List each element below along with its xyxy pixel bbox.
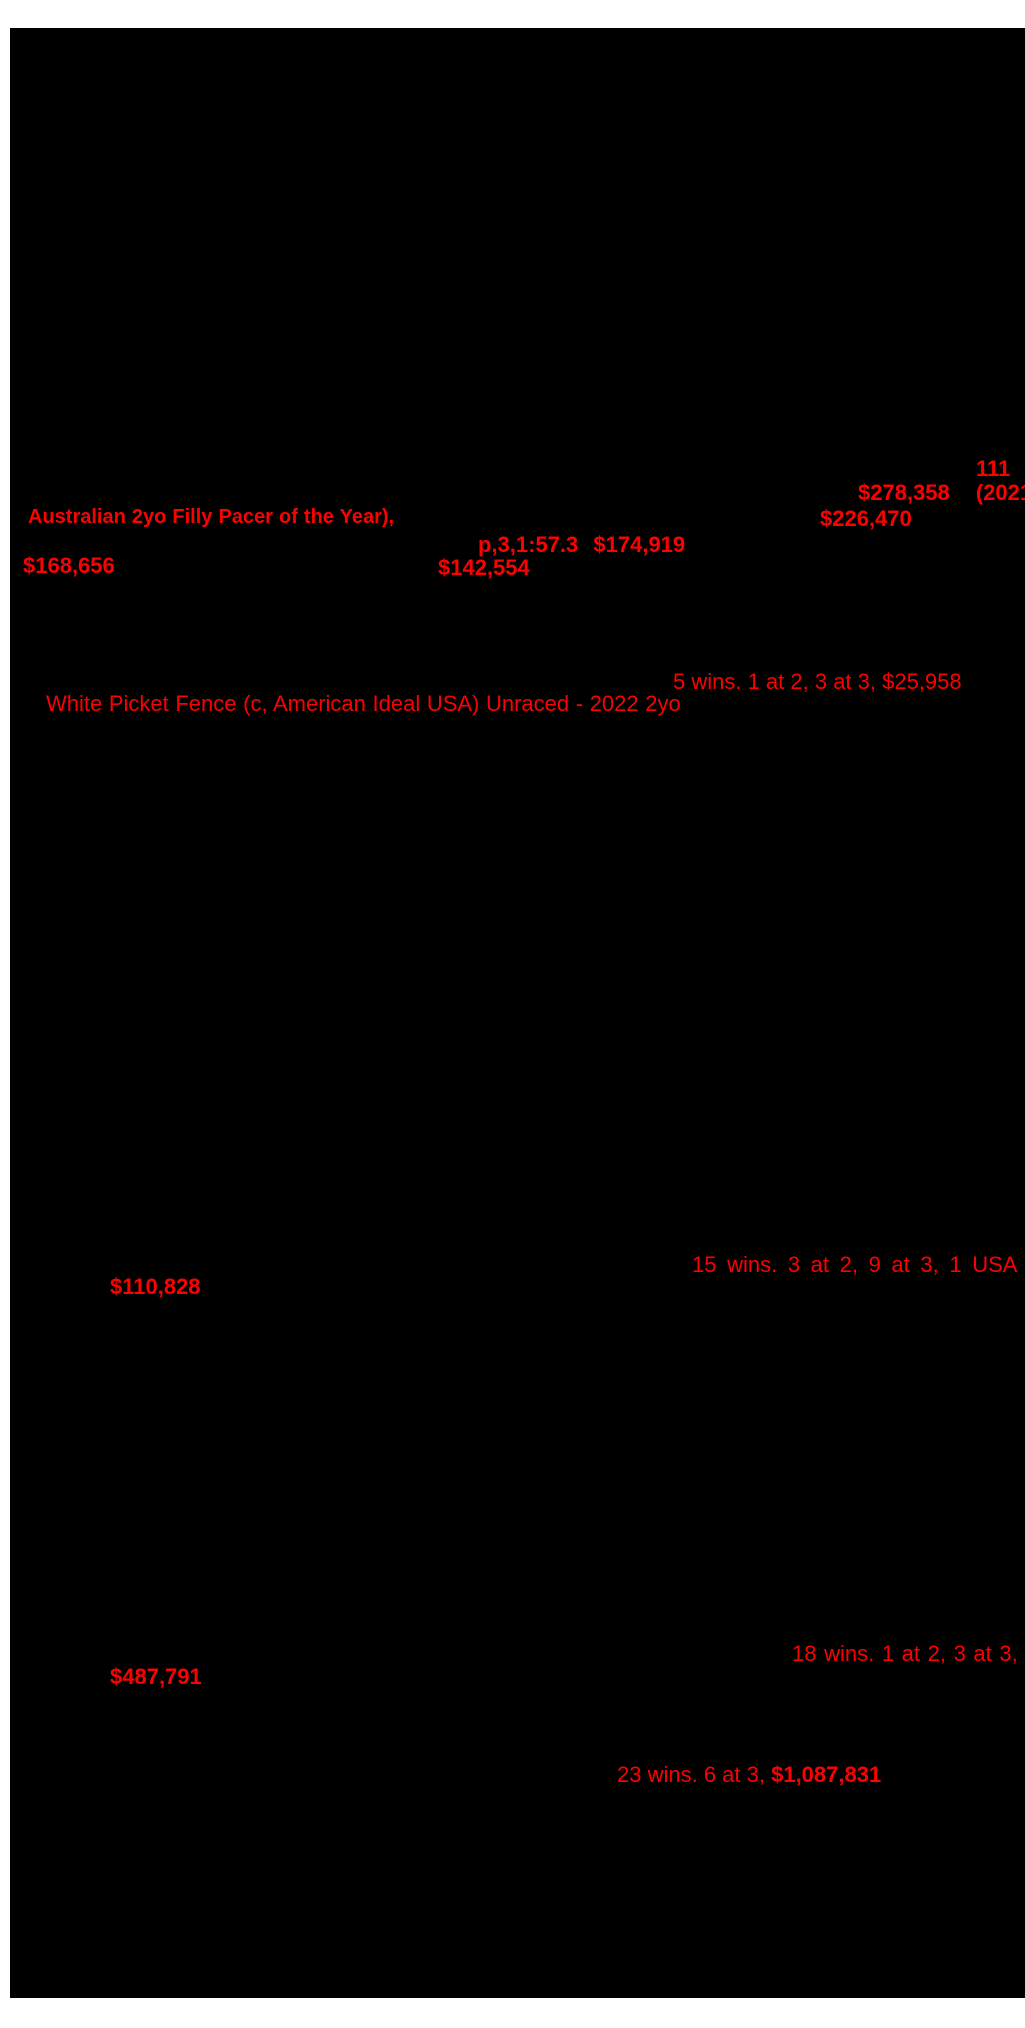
earnings-highlight-142554: $142,554 [438, 555, 530, 580]
progeny-line: White Picket Fence (c, American Ideal US… [46, 691, 681, 716]
record-time-earnings: p,3,1:57.3 $174,919 [478, 532, 686, 557]
lot-number: 111 [976, 456, 1011, 481]
earnings-highlight-110828: $110,828 [110, 1274, 201, 1299]
earnings-highlight-487791: $487,791 [110, 1664, 202, 1689]
earnings-highlight-168656: $168,656 [23, 553, 115, 578]
award-highlight: Australian 2yo Filly Pacer of the Year), [28, 506, 395, 528]
earnings-highlight-1087831: $1,087,831 [771, 1762, 882, 1787]
catalogue-page-scan: 111 $278,358 (2021 Australian 2yo Filly … [10, 28, 1025, 1998]
race-record-usa: 15 wins. 3 at 2, 9 at 3, 1 USA [692, 1252, 1018, 1277]
race-record-18wins: 18 wins. 1 at 2, 3 at 3, [792, 1641, 1018, 1666]
earnings-highlight-278358: $278,358 (2021 [858, 480, 1025, 505]
race-record-25958: 5 wins. 1 at 2, 3 at 3, $25,958 [673, 669, 962, 694]
earnings-highlight-226470: $226,470 [820, 506, 912, 531]
race-record-23wins: 23 wins. 6 at 3, $1,087,831 [617, 1763, 881, 1786]
race-record-23wins-text: 23 wins. 6 at 3, [617, 1762, 772, 1787]
